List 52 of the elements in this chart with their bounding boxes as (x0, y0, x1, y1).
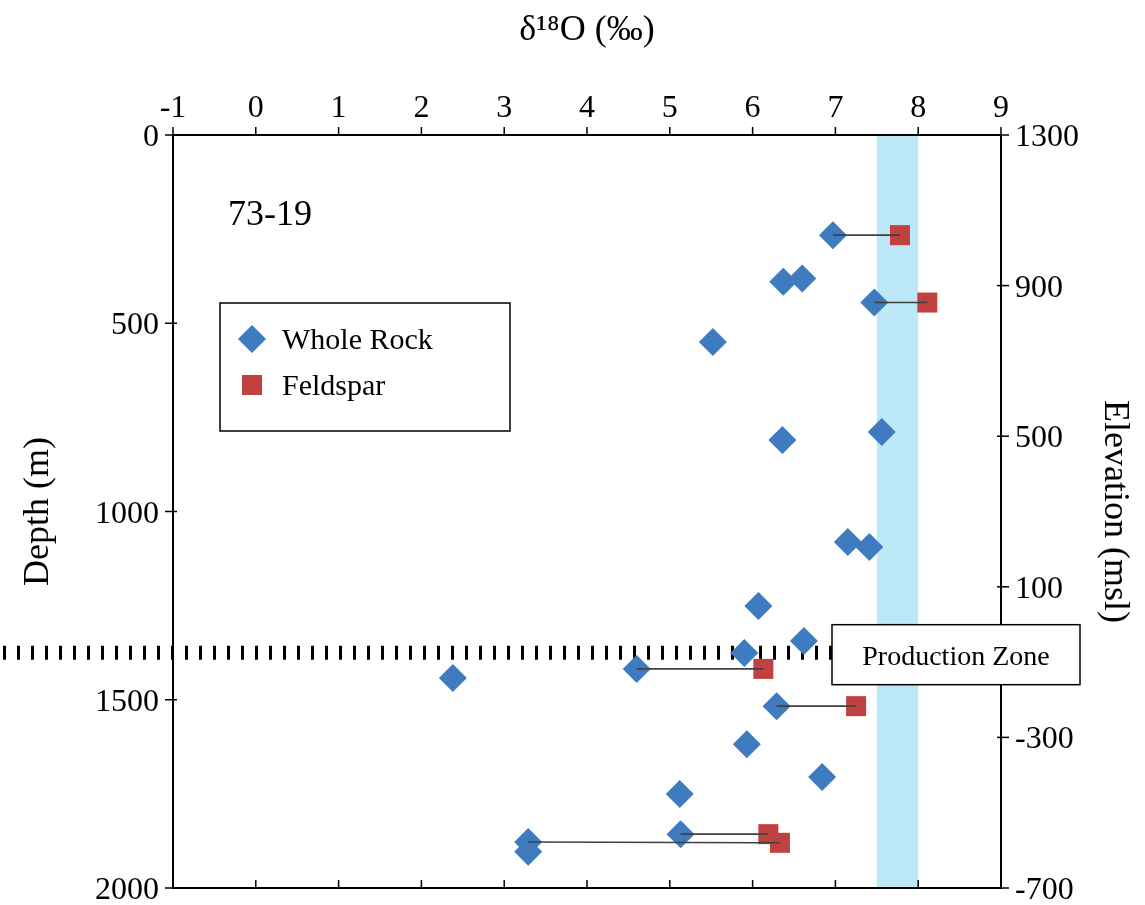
point (698, 328, 727, 357)
point (732, 730, 761, 759)
x-tick-label: -1 (159, 88, 187, 124)
x-tick-label: 8 (910, 88, 927, 124)
point (769, 832, 790, 853)
x-tick-label: 1 (330, 88, 347, 124)
x-tick-label: 6 (744, 88, 761, 124)
y2-tick-label: 100 (1015, 568, 1063, 605)
point (917, 292, 938, 313)
x-tick-label: 0 (247, 88, 264, 124)
y-tick-label: 500 (111, 305, 159, 342)
point (833, 528, 862, 556)
x-tick-label: 5 (661, 88, 678, 124)
annotation: 73-19 (228, 193, 312, 233)
point (753, 658, 774, 679)
y2-tick-label: -700 (1015, 870, 1074, 905)
y-tick-label: 1500 (95, 681, 159, 718)
y2-tick-label: 1300 (1015, 117, 1079, 153)
y2-tick-label: -300 (1015, 719, 1074, 756)
point (666, 820, 695, 849)
point (808, 762, 837, 791)
x-tick-label: 9 (993, 88, 1009, 124)
point (744, 592, 773, 620)
x-tick-label: 2 (413, 88, 430, 124)
y-axis-title: Depth (m) (16, 437, 56, 586)
point (762, 692, 791, 721)
point (860, 288, 889, 317)
x-tick-label: 4 (579, 88, 595, 124)
y-tick-label: 0 (143, 117, 159, 153)
point (788, 264, 817, 293)
y-tick-label: 2000 (95, 870, 159, 905)
point (622, 654, 651, 683)
y2-axis-title: Elevation (msl) (1097, 400, 1137, 623)
point (855, 532, 884, 561)
legend-label: Feldspar (282, 368, 386, 401)
ref-line-label: Production Zone (862, 639, 1050, 671)
x-axis-title: δ¹⁸O (‰) (519, 8, 655, 48)
x-tick-label: 3 (496, 88, 513, 124)
y2-tick-label: 900 (1015, 267, 1063, 304)
point (665, 779, 694, 808)
x-tick-label: 7 (827, 88, 844, 124)
y2-tick-label: 500 (1015, 418, 1063, 455)
point (768, 425, 797, 454)
point (846, 696, 867, 717)
point (730, 639, 759, 668)
point (818, 221, 847, 250)
point (889, 225, 910, 246)
point (789, 627, 818, 656)
point (438, 663, 467, 692)
point (867, 418, 896, 447)
y-tick-label: 1000 (95, 493, 159, 530)
legend-label: Whole Rock (282, 322, 433, 355)
